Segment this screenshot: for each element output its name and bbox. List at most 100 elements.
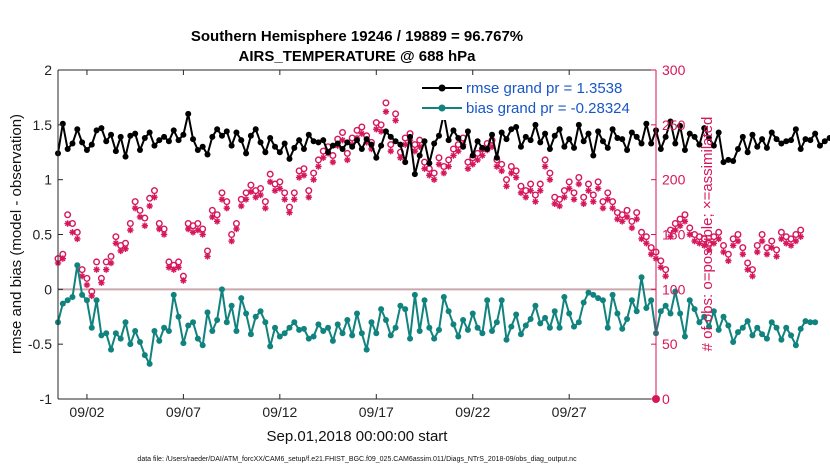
rmse-point	[218, 132, 225, 139]
obs-possible-point	[546, 169, 554, 177]
rmse-point	[484, 145, 491, 152]
rmse-point	[199, 143, 206, 150]
obs-possible-point	[445, 156, 453, 164]
bias-point	[59, 300, 66, 307]
obs-assimilated-point	[541, 163, 549, 170]
bias-point	[402, 306, 409, 313]
bias-point	[368, 319, 375, 326]
bias-point	[247, 331, 254, 338]
rmse-point	[59, 120, 66, 127]
obs-possible-point	[580, 193, 588, 201]
obs-assimilated-point	[257, 191, 264, 199]
obs-assimilated-point	[590, 198, 597, 205]
obs-possible-point	[536, 180, 544, 188]
rmse-point	[93, 127, 100, 134]
rmse-point	[744, 149, 751, 156]
rmse-point	[180, 131, 187, 138]
rmse-point	[455, 134, 462, 141]
obs-assimilated-point	[633, 215, 640, 223]
bias-point	[725, 322, 732, 329]
rmse-point	[464, 128, 471, 135]
obs-assimilated-point	[320, 154, 327, 161]
obs-assimilated-point	[614, 215, 621, 223]
y-tick-label: -0.5	[28, 336, 52, 352]
bias-point	[788, 332, 795, 339]
x-tick-label: 09/17	[359, 404, 394, 420]
bias-point	[117, 335, 124, 342]
obs-assimilated-point	[74, 235, 81, 243]
rmse-point	[701, 125, 708, 132]
obs-assimilated-point	[358, 130, 366, 137]
bias-point	[455, 333, 462, 340]
rmse-point	[165, 138, 172, 145]
obs-assimilated-point	[435, 161, 443, 168]
obs-assimilated-point	[575, 180, 583, 188]
bias-point	[739, 324, 746, 331]
obs-assimilated-point	[667, 233, 674, 240]
rmse-point	[730, 158, 737, 165]
rmse-point	[141, 134, 148, 141]
rmse-point	[325, 149, 332, 156]
bias-point	[175, 313, 182, 320]
obs-assimilated-point	[455, 147, 462, 155]
x-tick-label: 09/22	[455, 404, 490, 420]
rmse-point	[469, 152, 476, 159]
y-tick-label: 0	[44, 281, 52, 297]
bias-point	[108, 346, 115, 353]
obs-assimilated-point	[561, 194, 568, 201]
obs-assimilated-point	[512, 174, 520, 181]
obs-assimilated-point	[440, 169, 448, 177]
bias-point	[513, 311, 520, 318]
bias-point	[648, 297, 655, 304]
bias-point	[416, 328, 423, 335]
bias-point	[233, 328, 240, 335]
obs-assimilated-point	[64, 220, 71, 227]
rmse-point	[233, 129, 240, 136]
rmse-point	[88, 141, 95, 148]
obs-assimilated-point	[749, 272, 756, 280]
rmse-point	[305, 131, 312, 138]
rmse-point	[696, 141, 703, 148]
rmse-point	[643, 120, 650, 127]
plot-area	[58, 70, 656, 399]
obs-assimilated-point	[329, 158, 337, 166]
obs-assimilated-point	[421, 165, 428, 172]
bias-point	[662, 302, 669, 309]
obs-assimilated-point	[783, 240, 790, 247]
obs-possible-point	[310, 169, 318, 177]
bias-point	[161, 324, 168, 331]
bias-point	[300, 325, 307, 332]
bias-point	[127, 341, 134, 348]
obs-assimilated-point	[565, 185, 573, 192]
rmse-point	[754, 143, 761, 150]
rmse-point	[619, 136, 626, 143]
obs-assimilated-point	[271, 187, 279, 194]
bias-point	[320, 328, 327, 335]
rmse-point	[387, 133, 394, 140]
bias-point	[112, 330, 119, 337]
bias-point	[431, 335, 438, 342]
obs-possible-point	[93, 258, 101, 266]
rmse-point	[223, 128, 230, 135]
obs-possible-point	[604, 189, 612, 197]
obs-assimilated-point	[725, 257, 732, 265]
bias-point	[136, 338, 143, 345]
obs-assimilated-point	[609, 204, 616, 212]
bias-point	[358, 330, 365, 337]
y2-tick-label: 0	[662, 391, 670, 407]
obs-assimilated-point	[252, 194, 259, 201]
rmse-point	[407, 133, 414, 140]
rmse-point	[517, 143, 524, 150]
obs-possible-point	[392, 110, 400, 118]
obs-assimilated-point	[266, 178, 274, 186]
y-tick-label: 0.5	[33, 227, 53, 243]
rmse-point	[624, 147, 631, 154]
bias-point	[657, 308, 664, 315]
obs-assimilated-point	[619, 218, 626, 225]
rmse-point	[450, 127, 457, 134]
rmse-point	[503, 136, 510, 143]
legend-marker-rmse	[438, 84, 446, 92]
obs-assimilated-point	[131, 204, 139, 212]
obs-assimilated-point	[479, 152, 486, 159]
